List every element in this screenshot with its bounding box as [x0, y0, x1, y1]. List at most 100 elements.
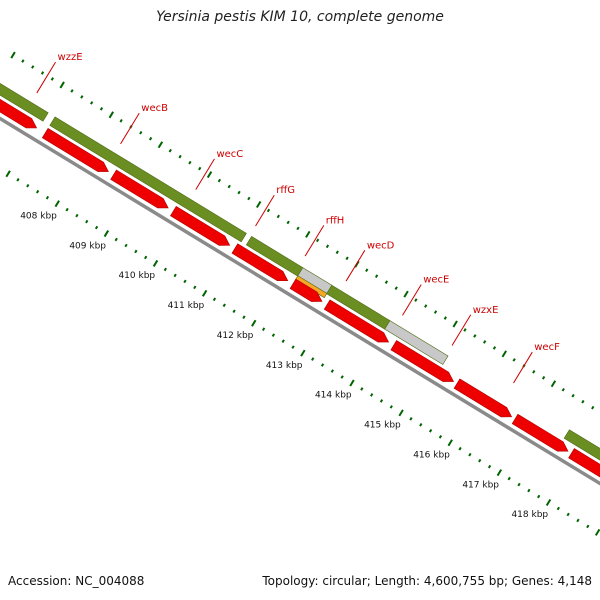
genome-backbone	[0, 116, 600, 486]
scale-tick	[320, 363, 325, 367]
scale-label: 408 kbp	[20, 211, 57, 221]
gene-leader-line	[304, 225, 325, 257]
scale-tick	[193, 285, 197, 290]
scale-tick	[163, 267, 167, 272]
scale-tick	[414, 298, 418, 302]
scale-tick	[206, 171, 213, 179]
cds-arrow	[170, 205, 231, 246]
scale-tick	[403, 290, 409, 298]
scale-tick	[94, 225, 99, 230]
scale-tick	[550, 380, 557, 388]
scale-tick	[45, 195, 50, 200]
scale-label: 411 kbp	[168, 301, 205, 311]
scale-tick	[16, 177, 20, 182]
scale-tick	[261, 327, 266, 331]
scale-label: 410 kbp	[118, 271, 155, 281]
scale-tick	[447, 439, 453, 447]
gene-leader-line	[195, 158, 215, 190]
scale-tick	[556, 506, 560, 511]
scale-tick	[496, 469, 503, 477]
scale-tick	[276, 214, 280, 219]
scale-tick	[330, 369, 334, 373]
scale-tick	[114, 237, 118, 242]
scale-tick	[463, 328, 467, 332]
scale-tick	[478, 458, 482, 463]
scale-tick	[566, 512, 570, 517]
scale-tick	[247, 196, 251, 201]
scale-tick	[99, 107, 104, 111]
scale-tick	[360, 387, 364, 391]
scale-tick	[227, 184, 231, 189]
scale-tick	[26, 183, 30, 188]
cds-arrow	[511, 413, 569, 452]
scale-tick	[458, 446, 462, 451]
scale-tick	[527, 488, 531, 493]
scale-tick	[389, 405, 393, 409]
scale-tick	[40, 71, 45, 75]
gene-leader-line	[255, 194, 275, 227]
scale-tick	[291, 345, 295, 349]
scale-tick	[576, 518, 580, 523]
scale-tick	[443, 316, 447, 320]
scale-tick	[266, 208, 271, 213]
genome-title: Yersinia pestis KIM 10, complete genome	[156, 9, 444, 25]
scale-tick	[242, 315, 246, 320]
cds-arrow	[568, 448, 600, 478]
scale-tick	[591, 405, 595, 410]
cds-arrow	[0, 98, 38, 129]
scale-tick	[152, 259, 159, 267]
scale-tick	[198, 166, 202, 171]
gene-leader-line	[513, 351, 533, 384]
scale-tick	[281, 339, 285, 343]
gene-label: wecD	[367, 240, 395, 251]
scale-tick	[374, 274, 379, 278]
scale-tick	[340, 375, 344, 379]
scale-label: 415 kbp	[364, 421, 401, 431]
scale-tick	[345, 256, 349, 261]
scale-tick	[251, 319, 257, 327]
scale-tick	[561, 387, 565, 392]
scale-tick	[296, 226, 300, 231]
gene-label: wecB	[141, 103, 168, 114]
scale-tick	[21, 59, 25, 63]
scale-tick	[173, 273, 177, 278]
scale-tick	[54, 200, 60, 208]
scale-tick	[354, 260, 360, 268]
cds-arrow	[110, 169, 169, 209]
scale-tick	[581, 399, 585, 404]
scale-tick	[50, 77, 54, 81]
scale-tick	[325, 244, 330, 249]
scale-tick	[424, 304, 428, 308]
cds-arrow	[231, 243, 289, 282]
scale-tick	[10, 51, 16, 59]
scale-tick	[468, 452, 472, 457]
accession-text: Accession: NC_004088	[8, 574, 145, 588]
gene-segment	[384, 320, 449, 365]
scale-tick	[473, 334, 477, 338]
gene-leader-line	[120, 112, 140, 145]
scale-tick	[594, 528, 600, 536]
gene-label: wzzE	[58, 52, 83, 63]
scale-label: 414 kbp	[315, 391, 352, 401]
scale-tick	[217, 178, 222, 183]
scale-tick	[108, 111, 114, 119]
scale-tick	[512, 358, 516, 362]
scale-tick	[537, 494, 541, 499]
scale-label: 416 kbp	[413, 450, 450, 460]
scale-tick	[571, 393, 575, 398]
gene-label: wzxE	[473, 305, 499, 316]
scale-label: 413 kbp	[266, 361, 303, 371]
scale-tick	[452, 320, 458, 328]
scale-tick	[157, 141, 164, 149]
scale-tick	[144, 255, 148, 260]
gene-label: rffH	[326, 215, 345, 226]
scale-tick	[271, 333, 276, 337]
scale-tick	[586, 524, 590, 529]
scale-tick	[80, 95, 84, 99]
scale-tick	[365, 268, 369, 273]
scale-tick	[517, 482, 521, 487]
scale-tick	[433, 310, 438, 314]
scale-label: 409 kbp	[69, 241, 106, 251]
